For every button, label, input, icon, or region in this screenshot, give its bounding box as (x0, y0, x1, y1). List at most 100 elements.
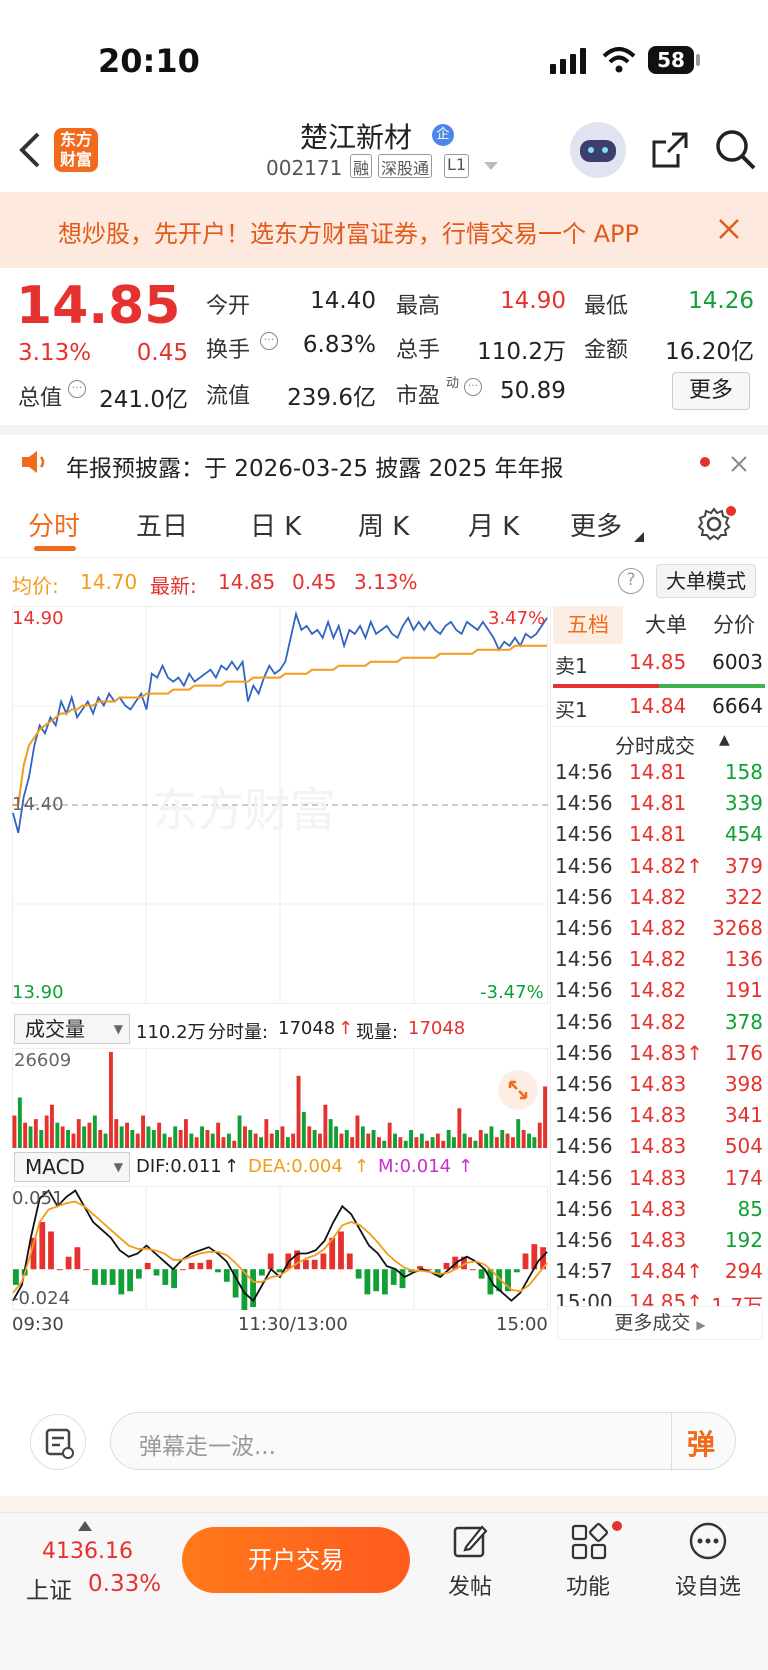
trade-row: 14:56 14.82↑ 379 (555, 854, 767, 884)
volume-bar (60, 1126, 65, 1148)
post-edit-icon[interactable] (452, 1523, 488, 1559)
macd-histogram-bar (48, 1231, 54, 1270)
macd-histogram-bar (232, 1269, 239, 1298)
up-arrow-icon: ↑ (224, 1156, 240, 1177)
info-icon[interactable]: ··· (68, 380, 86, 398)
more-button[interactable]: 更多 (672, 372, 750, 410)
volume-bar (243, 1126, 247, 1148)
big-order-mode-button[interactable]: 大单模式 (656, 564, 756, 598)
volume-bar (44, 1115, 49, 1148)
more-circle-icon[interactable] (688, 1521, 728, 1561)
robot-avatar[interactable] (570, 122, 626, 178)
tab-weekly-k[interactable]: 周 K (358, 512, 410, 542)
tab-price-dist[interactable]: 分价 (713, 613, 755, 637)
pct-min-label: -3.47% (480, 982, 544, 1003)
comment-list-icon[interactable] (30, 1414, 86, 1470)
macd-histogram-bar (399, 1269, 406, 1289)
expand-icon[interactable] (498, 1070, 538, 1110)
volume-bar (441, 1140, 446, 1148)
app-logo[interactable]: 东方 财富 (54, 128, 98, 172)
post-label[interactable]: 发帖 (447, 1575, 492, 1600)
x-label-midday: 11:30/13:00 (238, 1314, 348, 1335)
search-icon[interactable] (714, 128, 758, 172)
tab-five-levels[interactable]: 五档 (553, 606, 623, 644)
change-amount: 0.45 (136, 340, 188, 366)
trade-row: 14:56 14.83 174 (555, 1166, 767, 1196)
macd-histogram-bar (426, 1269, 432, 1271)
danmu-toggle[interactable]: 弹 (687, 1428, 716, 1461)
tab-more[interactable]: 更多 (570, 512, 623, 542)
trade-price: 14.82 (629, 916, 687, 940)
dif-line (12, 1189, 548, 1303)
macd-histogram-bar (162, 1269, 169, 1285)
indicator-selector[interactable]: MACD ▼ (14, 1152, 130, 1182)
volume-bar (312, 1130, 317, 1148)
trade-volume: 192 (724, 1228, 763, 1252)
volume-bar (210, 1133, 215, 1148)
volume-bar (17, 1097, 22, 1148)
dea-line (12, 1200, 548, 1294)
ask1-volume: 6003 (712, 650, 763, 674)
macd-chart[interactable] (12, 1186, 548, 1310)
close-icon[interactable] (718, 218, 740, 240)
announcement-bar[interactable]: 年报预披露：于 2026-03-25 披露 2025 年年报 (0, 425, 768, 489)
volume-bar (484, 1133, 489, 1148)
volume-bar (511, 1137, 515, 1148)
volume-chart[interactable] (12, 1048, 548, 1148)
promo-banner[interactable]: 想炒股，先开户！选东方财富证券，行情交易一个 APP (0, 192, 768, 268)
trade-row: 14:56 14.83↑ 176 (555, 1041, 767, 1071)
chart-tabs: 分时 五日 日 K 周 K 月 K 更多 (0, 490, 768, 558)
volume-bar (275, 1130, 279, 1148)
trade-time: 14:56 (555, 1072, 613, 1096)
volume-bar (248, 1130, 253, 1148)
caret-up-icon[interactable]: ▲ (719, 732, 730, 748)
info-icon[interactable]: ··· (464, 378, 482, 396)
info-icon[interactable]: ··· (260, 332, 278, 350)
volume-bar (71, 1133, 76, 1148)
share-icon[interactable] (650, 130, 690, 170)
volume-bar (409, 1130, 413, 1148)
volume-selector[interactable]: 成交量 ▼ (14, 1014, 130, 1044)
trade-volume: 136 (724, 947, 763, 972)
last-value: 14.85 (218, 570, 276, 594)
price-chart[interactable]: 东方财富 (12, 606, 548, 1004)
chart-change: 0.45 (292, 570, 337, 594)
volume-bar (430, 1137, 435, 1148)
volume-label: 总手 (396, 338, 441, 363)
trade-volume: 3268 (712, 916, 763, 940)
volume-bar (33, 1119, 38, 1148)
volume-bar (398, 1137, 403, 1148)
volume-bar (98, 1130, 103, 1148)
chevron-down-icon[interactable] (484, 162, 498, 172)
more-trades-button[interactable]: 更多成交 ▶ (557, 1306, 763, 1340)
trade-row: 14:56 14.83 504 (555, 1134, 767, 1164)
trade-price: 14.82 (629, 978, 687, 1003)
open-account-trade-button[interactable]: 开户交易 (182, 1527, 410, 1593)
tab-five-day[interactable]: 五日 (136, 512, 189, 542)
tab-intraday[interactable]: 分时 (28, 512, 81, 542)
volume-bar (435, 1133, 440, 1148)
functions-label[interactable]: 功能 (565, 1575, 610, 1600)
close-icon[interactable] (730, 455, 748, 473)
chevron-down-icon: ▼ (113, 1022, 123, 1036)
functions-grid-icon[interactable] (570, 1523, 608, 1561)
settings-gear-icon[interactable] (696, 506, 732, 542)
help-icon[interactable]: ? (618, 568, 644, 594)
volume-bar (280, 1126, 285, 1148)
caret-up-icon[interactable] (78, 1521, 92, 1531)
trade-time: 14:56 (555, 947, 613, 972)
comment-input[interactable]: 弹幕走一波... 弹 (110, 1412, 736, 1471)
tab-daily-k[interactable]: 日 K (250, 512, 302, 542)
amount-value: 16.20亿 (665, 339, 754, 365)
trade-time: 14:56 (555, 1165, 613, 1190)
tab-big-orders[interactable]: 大单 (645, 613, 687, 637)
trade-time: 14:56 (555, 1196, 613, 1221)
back-icon[interactable] (18, 130, 42, 170)
volume-bar (489, 1126, 494, 1148)
volume-bar (82, 1126, 87, 1148)
macd-dea: DEA:0.004 (248, 1156, 343, 1177)
watchlist-label[interactable]: 设自选 (674, 1575, 741, 1600)
volume-bar (285, 1137, 290, 1148)
tab-monthly-k[interactable]: 月 K (468, 512, 520, 542)
current-volume: 17048 (408, 1018, 466, 1039)
